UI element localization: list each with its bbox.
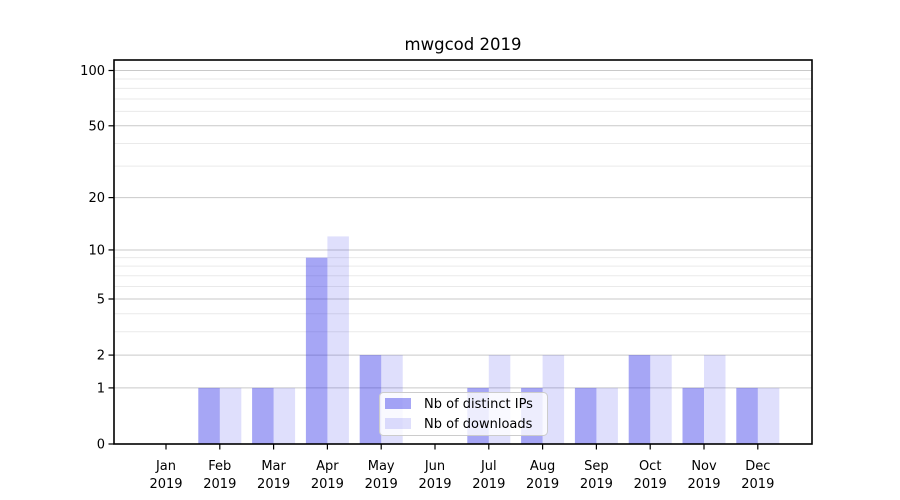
x-tick-label-month: Mar xyxy=(261,459,286,474)
gridlines xyxy=(114,70,812,389)
axes: 0 1 2 5 10 20 50 100 Jan 2019 Feb 2019 Mar 2019 Apr 201… xyxy=(80,64,774,492)
x-tick-label-month: Aug xyxy=(530,459,555,474)
x-tick-label-month: Nov xyxy=(691,459,717,474)
x-tick-label-month: Jul xyxy=(480,459,497,474)
x-tick-label-year: 2019 xyxy=(365,477,398,492)
x-tick-label-month: May xyxy=(368,459,395,474)
y-tick-label: 100 xyxy=(80,64,105,79)
y-tick-label: 10 xyxy=(88,243,105,258)
x-tick-label-month: Jun xyxy=(424,459,445,474)
legend-swatch-downloads xyxy=(385,418,411,429)
bar-downloads-mar xyxy=(273,387,296,444)
x-tick-label-year: 2019 xyxy=(526,477,559,492)
x-tick-label-year: 2019 xyxy=(741,477,774,492)
bar-ips-dec xyxy=(736,387,758,444)
x-tick-label-year: 2019 xyxy=(311,477,344,492)
legend-label-distinct-ips: Nb of distinct IPs xyxy=(424,397,533,412)
x-tick-label-year: 2019 xyxy=(472,477,505,492)
bar-downloads-feb xyxy=(219,387,242,444)
bar-ips-may xyxy=(359,355,382,444)
y-tick-label: 0 xyxy=(97,438,105,453)
x-tick-label-month: Jan xyxy=(155,459,176,474)
x-tick-label-year: 2019 xyxy=(257,477,290,492)
x-tick-label-year: 2019 xyxy=(580,477,613,492)
y-tick-label: 5 xyxy=(97,292,105,307)
x-tick-label-year: 2019 xyxy=(149,477,182,492)
plot-frame xyxy=(113,59,813,445)
legend-box xyxy=(379,392,548,436)
x-tick-label-year: 2019 xyxy=(418,477,451,492)
bar-ips-sep xyxy=(574,387,597,444)
x-tick-label-month: Dec xyxy=(745,459,770,474)
bar-ips-mar xyxy=(252,387,274,444)
legend: Nb of distinct IPs Nb of downloads xyxy=(379,392,548,436)
x-tick-label-year: 2019 xyxy=(203,477,236,492)
bar-downloads-apr xyxy=(327,236,349,444)
bar-ips-feb xyxy=(198,387,220,444)
x-tick-label-year: 2019 xyxy=(634,477,667,492)
bar-downloads-sep xyxy=(596,387,618,444)
x-tick-label-month: Oct xyxy=(639,459,661,474)
bar-downloads-dec xyxy=(757,387,780,444)
x-tick-label-month: Apr xyxy=(316,459,339,474)
bar-ips-oct xyxy=(628,355,651,444)
x-tick-label-month: Feb xyxy=(208,459,231,474)
y-tick-label: 20 xyxy=(88,191,105,206)
y-tick-label: 2 xyxy=(97,349,105,364)
legend-label-downloads: Nb of downloads xyxy=(424,417,533,432)
y-tick-label: 1 xyxy=(97,381,105,396)
y-tick-label: 50 xyxy=(88,119,105,134)
bar-downloads-nov xyxy=(704,355,726,444)
chart-title: mwgcod 2019 xyxy=(405,35,522,54)
bar-downloads-oct xyxy=(650,355,672,444)
x-tick-label-month: Sep xyxy=(584,459,609,474)
bar-ips-nov xyxy=(682,387,704,444)
x-tick-label-year: 2019 xyxy=(687,477,720,492)
legend-swatch-distinct-ips xyxy=(385,398,411,409)
bar-ips-apr xyxy=(305,257,328,444)
